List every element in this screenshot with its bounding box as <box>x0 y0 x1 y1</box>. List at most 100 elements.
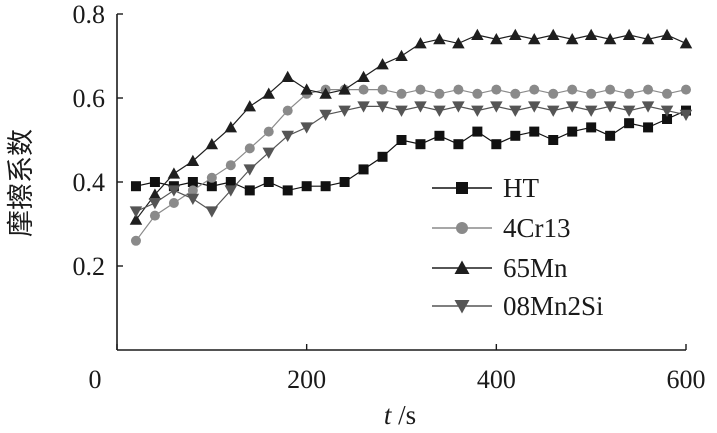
plot-area: 0 200 400 600 0.2 0.4 0.6 0.8 <box>73 0 706 394</box>
marker-square <box>491 139 502 150</box>
marker-square <box>282 185 293 196</box>
marker-square <box>605 130 616 141</box>
marker-circle <box>567 84 578 95</box>
marker-triangle-down <box>452 101 465 113</box>
marker-square <box>453 139 464 150</box>
marker-square <box>358 164 369 175</box>
marker-triangle-up <box>660 28 674 40</box>
marker-square <box>548 135 559 145</box>
marker-triangle-down <box>471 105 484 117</box>
marker-triangle-down <box>243 164 257 176</box>
marker-square <box>434 130 445 141</box>
marker-triangle-down <box>603 101 617 113</box>
marker-square <box>244 185 255 196</box>
marker-triangle-down <box>584 105 598 117</box>
legend-label: 4Cr13 <box>503 213 571 243</box>
marker-circle <box>586 88 597 99</box>
series-65mn <box>129 28 693 225</box>
marker-triangle-up <box>584 28 598 40</box>
marker-triangle-up <box>641 32 655 45</box>
marker-circle <box>529 84 540 95</box>
marker-triangle-up <box>262 87 275 99</box>
x-tick-label: 200 <box>287 365 326 394</box>
marker-triangle-up <box>471 28 484 40</box>
y-tick-label: 0.2 <box>73 252 106 281</box>
marker-triangle-down <box>641 101 655 113</box>
marker-triangle-up <box>129 213 143 225</box>
marker-triangle-down <box>454 300 470 314</box>
marker-triangle-up <box>565 32 579 45</box>
marker-triangle-down <box>224 185 238 197</box>
marker-triangle-down <box>528 101 541 113</box>
marker-triangle-up <box>546 28 560 40</box>
series-4cr13 <box>130 84 691 246</box>
marker-triangle-down <box>414 101 427 113</box>
series-line <box>135 105 687 213</box>
marker-triangle-up <box>395 49 408 61</box>
marker-circle <box>548 88 559 99</box>
x-axis-title-variable: t <box>384 400 393 430</box>
marker-triangle-up <box>224 121 238 133</box>
marker-triangle-down <box>433 105 446 117</box>
marker-triangle-down <box>205 206 219 218</box>
marker-triangle-down <box>395 105 408 117</box>
marker-circle <box>282 105 293 116</box>
marker-circle <box>244 143 255 154</box>
marker-square <box>301 181 312 192</box>
marker-circle <box>415 84 426 95</box>
marker-triangle-up <box>148 188 162 200</box>
marker-square <box>187 177 198 187</box>
marker-triangle-down <box>376 101 389 113</box>
legend-item-08mn2si: 08Mn2Si <box>432 291 604 321</box>
marker-triangle-up <box>319 87 332 99</box>
series-line <box>135 88 687 242</box>
marker-circle <box>206 172 217 183</box>
marker-square <box>586 122 597 133</box>
x-axis-title-unit: /s <box>391 400 416 430</box>
legend-item-ht: HT <box>432 173 539 203</box>
marker-triangle-up <box>414 37 427 49</box>
marker-triangle-down <box>679 109 693 122</box>
marker-triangle-up <box>528 32 541 45</box>
series-ht <box>130 105 691 196</box>
marker-triangle-down <box>357 101 370 113</box>
y-tick-label: 0.4 <box>73 168 106 197</box>
marker-circle <box>453 84 464 95</box>
y-tick-label: 0.6 <box>73 84 106 113</box>
marker-circle <box>187 185 198 196</box>
marker-circle <box>149 210 160 221</box>
x-tick-label: 400 <box>477 365 516 394</box>
marker-triangle-up <box>454 260 470 274</box>
marker-square <box>339 177 350 187</box>
marker-triangle-down <box>129 206 143 218</box>
marker-square <box>472 126 483 137</box>
marker-triangle-up <box>300 83 313 95</box>
marker-triangle-down <box>490 101 503 113</box>
marker-circle <box>263 126 274 137</box>
marker-circle <box>472 88 483 99</box>
marker-square <box>415 139 426 150</box>
marker-triangle-down <box>546 105 560 117</box>
marker-circle <box>491 84 502 95</box>
marker-triangle-down <box>148 198 162 210</box>
marker-triangle-up <box>243 100 257 112</box>
marker-circle <box>456 222 468 234</box>
x-axis-title: t /s <box>384 400 416 430</box>
marker-square <box>130 181 141 192</box>
marker-square <box>567 126 578 137</box>
marker-square <box>206 181 217 192</box>
legend: HT 4Cr13 65Mn 08Mn2Si <box>432 173 604 321</box>
marker-square <box>225 177 236 187</box>
marker-triangle-up <box>376 58 389 70</box>
marker-square <box>320 181 331 192</box>
x-tick-label: 600 <box>667 365 706 394</box>
y-tick-label: 0.8 <box>73 0 106 29</box>
marker-triangle-up <box>205 137 219 150</box>
marker-triangle-up <box>433 32 446 45</box>
marker-circle <box>358 84 369 95</box>
marker-triangle-down <box>319 109 332 122</box>
legend-item-4cr13: 4Cr13 <box>432 213 571 243</box>
marker-circle <box>681 84 691 95</box>
marker-triangle-down <box>338 105 351 117</box>
